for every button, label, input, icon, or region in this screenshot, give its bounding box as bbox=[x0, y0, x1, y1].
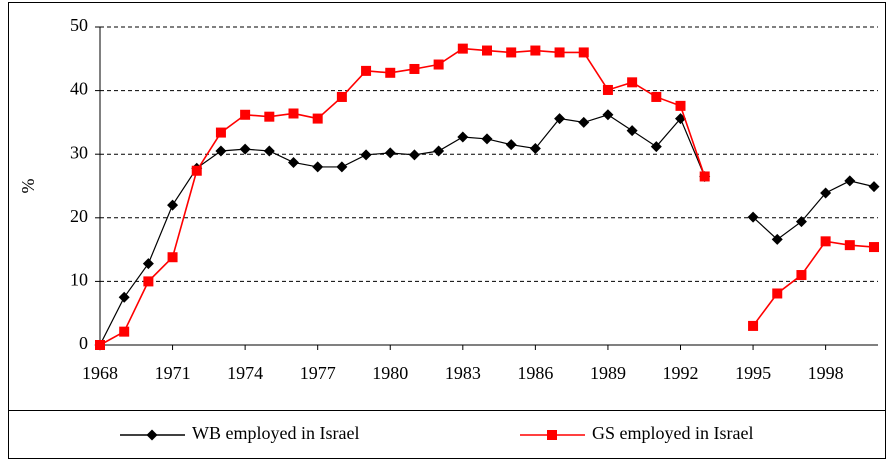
marker bbox=[868, 181, 880, 193]
marker bbox=[457, 131, 469, 143]
marker bbox=[602, 109, 614, 121]
marker bbox=[408, 149, 420, 161]
marker bbox=[869, 242, 879, 253]
marker bbox=[385, 67, 396, 78]
marker bbox=[118, 291, 130, 303]
x-tick-label: 1983 bbox=[445, 363, 481, 383]
marker bbox=[360, 149, 372, 161]
marker bbox=[240, 109, 251, 120]
legend-label: GS employed in Israel bbox=[592, 423, 753, 443]
marker bbox=[482, 45, 492, 56]
legend-marker bbox=[547, 430, 557, 440]
y-axis-label: % bbox=[18, 179, 38, 194]
marker bbox=[820, 187, 832, 199]
marker bbox=[191, 165, 202, 176]
marker bbox=[167, 252, 178, 263]
marker bbox=[384, 147, 396, 159]
marker bbox=[530, 45, 541, 56]
marker bbox=[263, 145, 275, 157]
marker bbox=[142, 258, 154, 270]
legend-marker bbox=[146, 429, 158, 441]
marker bbox=[699, 171, 710, 182]
marker bbox=[409, 63, 420, 74]
marker bbox=[627, 77, 638, 88]
marker bbox=[433, 145, 445, 157]
y-tick-label: 20 bbox=[70, 206, 88, 226]
marker bbox=[505, 139, 517, 151]
marker bbox=[747, 211, 759, 223]
x-tick-label: 1980 bbox=[372, 363, 408, 383]
y-tick-label: 50 bbox=[70, 15, 88, 35]
marker bbox=[288, 156, 299, 168]
y-tick-label: 10 bbox=[70, 270, 88, 290]
marker bbox=[796, 270, 807, 281]
marker bbox=[336, 161, 348, 173]
marker bbox=[529, 142, 541, 154]
x-tick-label: 1989 bbox=[590, 363, 626, 383]
marker bbox=[578, 116, 590, 128]
marker bbox=[795, 216, 807, 228]
marker bbox=[312, 161, 324, 173]
marker bbox=[506, 47, 517, 58]
x-tick-label: 1986 bbox=[517, 363, 553, 383]
x-tick-label: 1995 bbox=[735, 363, 771, 383]
x-tick-label: 1992 bbox=[663, 363, 699, 383]
legend-label: WB employed in Israel bbox=[192, 423, 359, 443]
marker bbox=[312, 113, 323, 124]
x-tick-label: 1974 bbox=[227, 363, 263, 383]
y-tick-label: 0 bbox=[79, 333, 88, 353]
marker bbox=[239, 143, 251, 155]
marker bbox=[143, 276, 154, 287]
marker bbox=[554, 113, 566, 125]
marker bbox=[215, 127, 226, 138]
marker bbox=[820, 236, 831, 247]
x-tick-label: 1977 bbox=[300, 363, 336, 383]
x-tick-label: 1998 bbox=[808, 363, 844, 383]
marker bbox=[361, 65, 372, 76]
marker bbox=[771, 233, 783, 245]
marker bbox=[167, 199, 179, 211]
marker bbox=[481, 133, 493, 145]
marker bbox=[264, 111, 275, 122]
x-tick-label: 1971 bbox=[155, 363, 191, 383]
marker bbox=[288, 108, 299, 119]
marker bbox=[215, 145, 227, 157]
marker bbox=[772, 288, 783, 299]
marker bbox=[554, 47, 565, 58]
marker bbox=[626, 125, 638, 137]
marker bbox=[650, 141, 662, 153]
marker bbox=[457, 43, 468, 54]
marker bbox=[844, 175, 856, 187]
marker bbox=[578, 47, 589, 58]
marker bbox=[844, 240, 855, 251]
chart-frame bbox=[8, 2, 886, 459]
marker bbox=[95, 340, 105, 350]
marker bbox=[748, 320, 759, 331]
marker bbox=[602, 84, 613, 95]
marker bbox=[336, 91, 347, 102]
marker bbox=[675, 100, 686, 111]
y-tick-label: 30 bbox=[70, 142, 88, 162]
y-tick-label: 40 bbox=[70, 79, 88, 99]
marker bbox=[651, 91, 662, 102]
marker bbox=[119, 326, 130, 337]
marker bbox=[433, 59, 444, 70]
x-tick-label: 1968 bbox=[82, 363, 118, 383]
